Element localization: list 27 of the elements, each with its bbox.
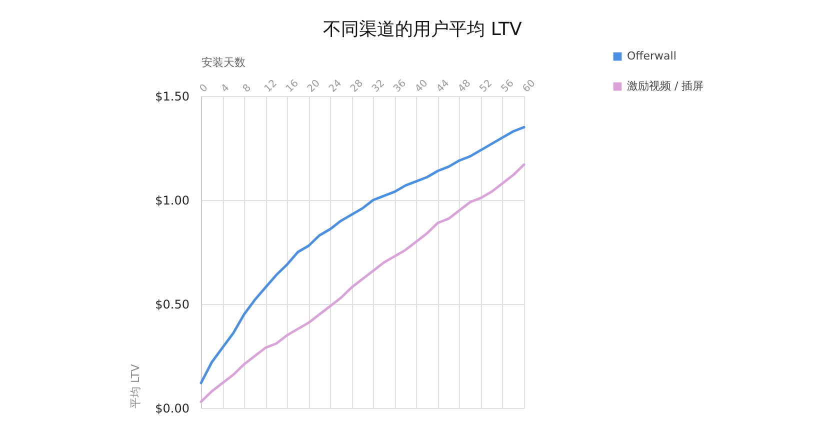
x-tick-label: 60 [520, 78, 538, 95]
x-tick-label: 16 [284, 78, 301, 95]
x-tick-label: 48 [456, 78, 474, 95]
x-tick-label: 52 [478, 78, 495, 95]
x-tick-label: 12 [262, 78, 280, 95]
chart-title: 不同渠道的用户平均 LTV [323, 19, 522, 40]
line-series [200, 163, 526, 404]
legend-label: Offerwall [627, 50, 676, 62]
x-tick-label: 0 [198, 82, 210, 95]
x-tick-label: 40 [413, 78, 430, 95]
line-series [200, 126, 526, 384]
y-tick-label: $1.00 [155, 194, 190, 208]
x-tick-label: 36 [392, 78, 409, 95]
x-tick-label: 32 [370, 78, 388, 95]
x-tick-label: 24 [327, 78, 344, 95]
y-tick-label: $1.50 [155, 90, 190, 104]
legend-label: 激励视频 / 插屏 [627, 80, 704, 92]
x-axis-title: 安装天数 [202, 56, 246, 69]
x-tick-label: 8 [241, 82, 254, 95]
x-tick-label: 28 [348, 78, 366, 95]
x-tick-label: 44 [434, 78, 452, 95]
x-tick-label: 4 [220, 82, 232, 95]
x-tick-label: 56 [499, 78, 516, 95]
y-tick-label: $0.50 [155, 298, 190, 312]
y-axis-title: 平均 LTV [129, 364, 142, 408]
x-tick-label: 20 [306, 78, 322, 95]
y-tick-label: $0.00 [155, 402, 190, 416]
